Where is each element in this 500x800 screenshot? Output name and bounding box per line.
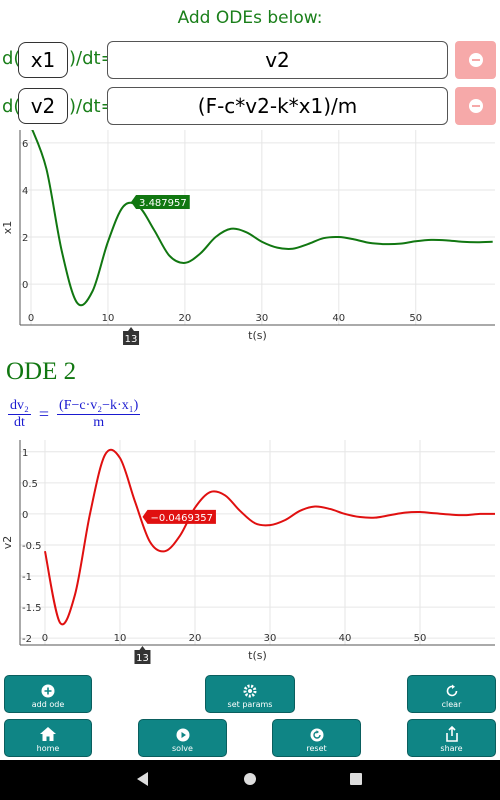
button-label: home [36, 744, 60, 753]
remove-button[interactable] [455, 41, 496, 79]
cursor-label: 13 [125, 334, 138, 345]
marker-label: 3.487957 [139, 198, 187, 209]
x-tick-label: 0 [42, 633, 48, 644]
share-button[interactable]: share [407, 719, 496, 757]
marker-label: −0.0469357 [150, 513, 212, 524]
add-ode-button[interactable]: add ode [4, 675, 92, 713]
button-label: reset [306, 744, 327, 753]
home-button[interactable]: home [4, 719, 92, 757]
formula-lhs-top: dv₂ [8, 398, 31, 415]
x-tick-label: 20 [179, 313, 192, 324]
y-tick-label: 2 [22, 233, 28, 244]
y-tick-label: 0.5 [22, 479, 38, 490]
solve-button[interactable]: solve [138, 719, 227, 757]
icon [445, 726, 458, 742]
ode-expression[interactable]: v2 [107, 41, 448, 79]
formula-equals: = [38, 404, 50, 424]
icon [176, 728, 189, 742]
ode-prefix: d( [2, 48, 21, 69]
y-axis-label: v2 [1, 536, 14, 550]
icon [40, 727, 56, 741]
x-tick-label: 50 [414, 633, 427, 644]
remove-button[interactable] [455, 87, 496, 125]
nav-back[interactable] [137, 772, 148, 786]
data-line [31, 130, 493, 307]
cursor-arrow [139, 646, 146, 650]
formula-rhs: (F−c·v₂−k·x₁) m [57, 398, 141, 431]
y-axis-label: x1 [1, 221, 14, 235]
remove-icon [468, 53, 483, 67]
icon [41, 684, 55, 698]
cursor-label: 13 [136, 653, 149, 664]
x-axis-label: t(s) [248, 329, 267, 342]
x-tick-label: 20 [189, 633, 202, 644]
icon [243, 684, 257, 698]
header-title: Add ODEs below: [177, 8, 323, 28]
y-tick-label: 4 [22, 186, 28, 197]
button-label: set params [227, 700, 273, 709]
y-tick-label: -2 [22, 634, 32, 645]
nav-home[interactable] [244, 773, 256, 785]
data-line [43, 448, 495, 626]
icon [310, 728, 323, 742]
x-tick-label: 40 [339, 633, 352, 644]
formula-rhs-top: (F−c·v₂−k·x₁) [57, 398, 141, 415]
remove-icon [468, 99, 483, 113]
formula-rhs-bottom: m [93, 415, 105, 430]
marker-box [131, 195, 190, 210]
y-tick-label: 0 [22, 280, 28, 291]
icon [446, 684, 457, 697]
ode-prefix: d( [2, 96, 21, 117]
section-title: ODE 2 [6, 358, 77, 385]
clear-button[interactable]: clear [407, 675, 496, 713]
ode-variable[interactable]: x1 [18, 42, 68, 78]
x-tick-label: 30 [264, 633, 277, 644]
cursor-arrow [128, 327, 135, 331]
y-tick-label: -1.5 [22, 603, 42, 614]
y-tick-label: 1 [22, 448, 28, 459]
x-tick-label: 50 [409, 313, 422, 324]
formula-lhs-bottom: dt [14, 415, 25, 430]
marker-box [142, 509, 216, 524]
cursor-box [134, 650, 151, 664]
cursor-box [123, 331, 140, 345]
button-label: add ode [31, 700, 65, 709]
y-tick-label: 6 [22, 139, 28, 150]
x-axis-label: t(s) [248, 649, 267, 662]
x-tick-label: 0 [28, 313, 34, 324]
formula-lhs: dv₂ dt [8, 398, 31, 431]
y-tick-label: 0 [22, 510, 28, 521]
ode-variable[interactable]: v2 [18, 88, 68, 124]
button-label: solve [172, 744, 193, 753]
y-tick-label: -0.5 [22, 541, 42, 552]
reset-button[interactable]: reset [272, 719, 361, 757]
nav-recents[interactable] [350, 773, 362, 785]
button-label: clear [441, 700, 462, 709]
set-params-button[interactable]: set params [205, 675, 295, 713]
ode-suffix: )/dt= [69, 96, 116, 117]
x-tick-label: 10 [102, 313, 115, 324]
formula: dv₂ dt = (F−c·v₂−k·x₁) m [8, 398, 141, 431]
x-tick-label: 10 [114, 633, 127, 644]
ode-expression[interactable]: (F-c*v2-k*x1)/m [107, 87, 448, 125]
x-tick-label: 40 [332, 313, 345, 324]
x-tick-label: 30 [255, 313, 268, 324]
y-tick-label: -1 [22, 572, 32, 583]
ode-suffix: )/dt= [69, 48, 116, 69]
button-label: share [440, 744, 463, 753]
